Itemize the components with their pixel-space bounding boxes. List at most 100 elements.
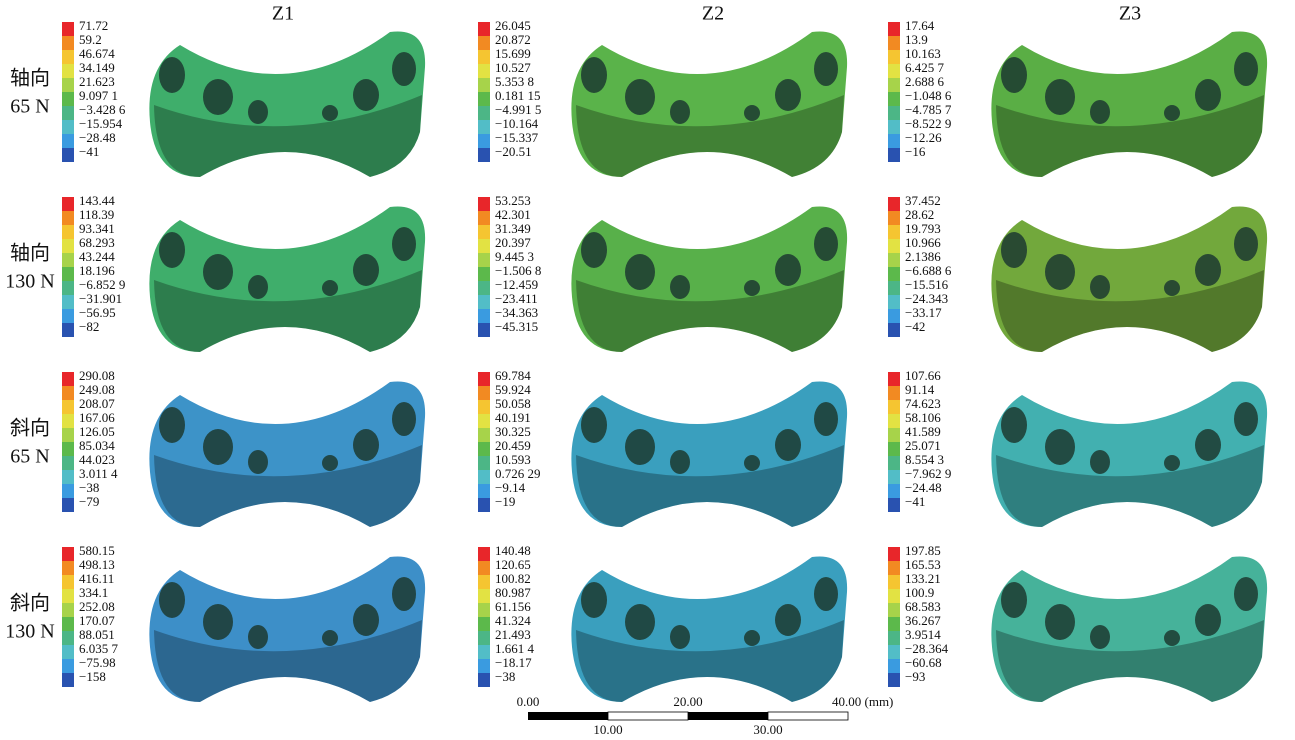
legend-label: 252.08 [79,599,115,614]
legend-label: 50.058 [495,396,531,411]
legend-swatch [888,673,900,687]
legend-label: −34.363 [495,305,538,320]
legend-swatch [62,442,74,456]
legend-label: 9.445 3 [495,249,534,264]
legend-swatch [478,673,490,687]
legend-swatch [478,281,490,295]
legend-label: −41 [79,144,99,159]
legend-label: 21.623 [79,74,115,89]
row-label: 65 N [10,96,49,118]
legend-label: 140.48 [495,543,531,558]
legend-swatch [888,456,900,470]
legend-swatch [478,561,490,575]
legend-label: 10.593 [495,452,531,467]
legend-swatch [478,645,490,659]
row-label: 65 N [10,446,49,468]
legend-label: 100.82 [495,571,531,586]
legend-label: 59.2 [79,32,102,47]
legend-swatch [478,631,490,645]
legend-label: −28.364 [905,641,949,656]
legend-swatch [62,659,74,673]
legend-label: 19.793 [905,221,941,236]
legend-label: −7.962 9 [905,466,951,481]
legend-label: −60.68 [905,655,942,670]
contour-plot [149,31,425,177]
legend-swatch [62,631,74,645]
legend-swatch [888,484,900,498]
legend-label: 197.85 [905,543,941,558]
legend-swatch [62,295,74,309]
legend-swatch [478,92,490,106]
legend-swatch [888,78,900,92]
legend-label: −28.48 [79,130,116,145]
legend-label: 498.13 [79,557,115,572]
legend-label: −45.315 [495,319,538,334]
legend-swatch [888,561,900,575]
legend-label: 93.341 [79,221,115,236]
legend-label: −158 [79,669,106,684]
legend-swatch [62,197,74,211]
legend-swatch [888,589,900,603]
column-header: Z2 [702,3,724,25]
legend-swatch [478,267,490,281]
legend-label: 18.196 [79,263,115,278]
legend-swatch [478,498,490,512]
legend-label: −19 [495,494,515,509]
legend-label: 290.08 [79,368,115,383]
legend-swatch [478,589,490,603]
legend-swatch [62,547,74,561]
legend-swatch [888,645,900,659]
legend-label: −6.688 6 [905,263,952,278]
legend-swatch [478,22,490,36]
legend-label: 31.349 [495,221,531,236]
legend-swatch [478,253,490,267]
row-label: 轴向 [10,67,50,90]
legend-label: 167.06 [79,410,115,425]
legend-swatch [62,22,74,36]
legend-label: 9.097 1 [79,88,118,103]
legend-swatch [62,673,74,687]
legend-swatch [888,253,900,267]
legend-swatch [478,428,490,442]
legend-label: −6.852 9 [79,277,125,292]
legend-swatch [888,120,900,134]
legend-swatch [478,575,490,589]
legend-label: 26.045 [495,18,531,33]
legend-label: −38 [79,480,99,495]
legend-label: 15.699 [495,46,531,61]
contour-plot [571,381,847,527]
legend-label: 10.527 [495,60,531,75]
legend-label: 68.583 [905,599,941,614]
legend-swatch [888,211,900,225]
legend-label: 0.181 15 [495,88,541,103]
scale-label: 0.00 [517,694,540,709]
column-header: Z3 [1119,3,1141,25]
legend-swatch [888,442,900,456]
legend-label: 143.44 [79,193,115,208]
legend-label: 21.493 [495,627,531,642]
legend-swatch [62,78,74,92]
contour-plot [991,206,1267,352]
legend-label: 20.459 [495,438,531,453]
legend-swatch [478,78,490,92]
legend-swatch [62,239,74,253]
legend-label: 59.924 [495,382,531,397]
contour-plot [149,206,425,352]
contour-plot [149,556,425,702]
legend-swatch [888,239,900,253]
legend-label: 88.051 [79,627,115,642]
legend-swatch [478,547,490,561]
legend-label: 5.353 8 [495,74,534,89]
legend-swatch [478,617,490,631]
legend-swatch [62,372,74,386]
row-label: 轴向 [10,242,50,265]
legend-swatch [478,414,490,428]
legend-swatch [478,64,490,78]
legend-swatch [62,92,74,106]
legend-swatch [888,631,900,645]
legend-swatch [62,225,74,239]
legend-swatch [62,309,74,323]
legend-label: 100.9 [905,585,934,600]
legend-swatch [888,197,900,211]
legend-swatch [478,386,490,400]
